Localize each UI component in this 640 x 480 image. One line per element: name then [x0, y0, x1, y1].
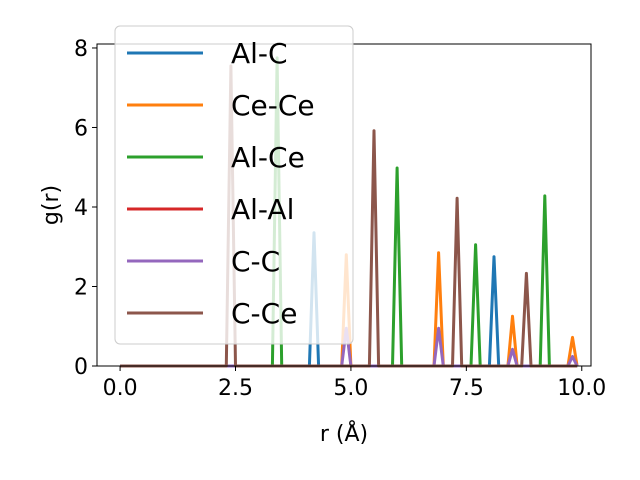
- legend-label-al-ce: Al-Ce: [231, 141, 305, 174]
- legend-label-c-c: C-C: [231, 245, 280, 278]
- x-tick-label: 0.0: [103, 376, 138, 401]
- legend-label-al-c: Al-C: [231, 37, 288, 70]
- x-axis-label: r (Å): [320, 420, 368, 447]
- x-axis: 0.0 2.5 5.0 7.5 10.0: [103, 366, 606, 401]
- legend-label-al-al: Al-Al: [231, 193, 294, 226]
- y-tick-label: 6: [74, 116, 88, 141]
- y-axis: 0 2 4 6 8: [74, 37, 97, 380]
- x-tick-label: 7.5: [449, 376, 484, 401]
- y-tick-label: 8: [74, 37, 88, 62]
- y-tick-label: 4: [74, 196, 88, 221]
- y-tick-label: 2: [74, 275, 88, 300]
- y-axis-label: g(r): [39, 185, 64, 225]
- legend-label-ce-ce: Ce-Ce: [231, 89, 315, 122]
- x-tick-label: 2.5: [218, 376, 253, 401]
- x-tick-label: 10.0: [557, 376, 606, 401]
- x-tick-label: 5.0: [333, 376, 368, 401]
- legend: Al-C Ce-Ce Al-Ce Al-Al C-C C-Ce: [114, 25, 354, 345]
- legend-label-c-ce: C-Ce: [231, 297, 297, 330]
- y-tick-label: 0: [74, 355, 88, 380]
